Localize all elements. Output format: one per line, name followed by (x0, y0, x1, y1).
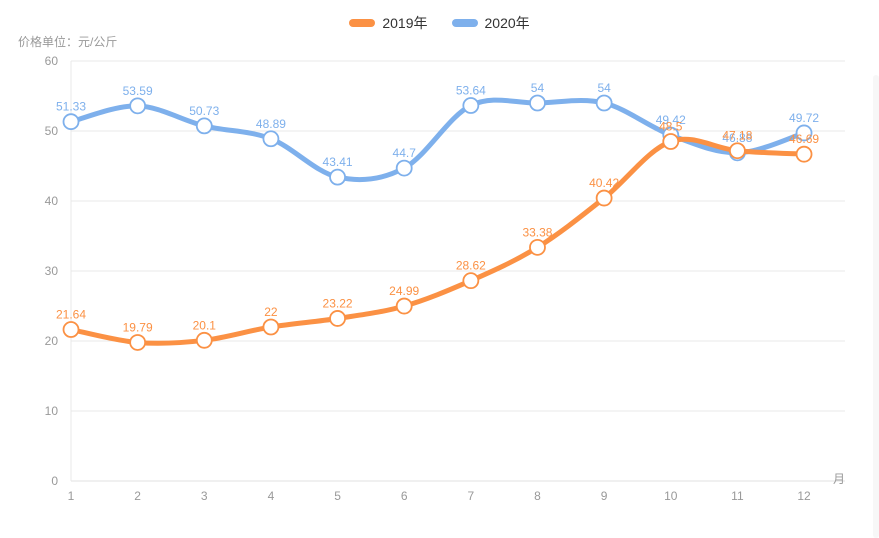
y-tick-label-20: 20 (45, 334, 59, 348)
data-point-2019年-m3 (195, 331, 213, 349)
x-tick-label-9: 9 (601, 489, 608, 503)
data-point-2020年-m6 (395, 159, 413, 177)
data-label-2020年-m7: 53.64 (456, 84, 486, 98)
data-point-2019年-m11 (729, 142, 746, 160)
legend-item-2019[interactable]: 2019年 (349, 13, 428, 33)
data-point-2019年-m9 (595, 189, 613, 207)
legend-label-2019: 2019年 (382, 15, 428, 31)
data-point-2019年-m4 (262, 318, 280, 336)
data-label-2019年-m8: 33.38 (522, 225, 552, 239)
data-point-2019年-m8 (529, 238, 546, 256)
data-point-2020年-m7 (462, 97, 480, 114)
data-label-2020年-m11: 46.88 (722, 131, 752, 145)
y-tick-label-30: 30 (45, 264, 59, 278)
x-tick-label-3: 3 (201, 489, 208, 503)
x-tick-label-6: 6 (401, 489, 408, 503)
x-tick-label-10: 10 (664, 489, 678, 503)
data-label-2019年-m12: 46.69 (789, 132, 819, 146)
data-point-2019年-m5 (329, 310, 346, 327)
data-label-2020年-m5: 43.41 (323, 155, 353, 169)
data-label-2020年-m8: 54 (531, 81, 545, 95)
data-point-2020年-m1 (62, 113, 80, 131)
data-point-2020年-m12 (795, 124, 813, 142)
data-point-2019年-m1 (62, 321, 80, 338)
legend-item-2020[interactable]: 2020年 (451, 13, 530, 33)
data-point-2020年-m4 (262, 130, 280, 148)
data-label-2019年-m9: 40.42 (589, 176, 619, 190)
x-tick-label-1: 1 (68, 489, 75, 503)
data-point-2020年-m9 (595, 94, 613, 112)
data-point-2019年-m2 (129, 334, 147, 351)
data-point-2019年-m7 (462, 272, 480, 290)
chart-legend: 2019年 2020年 (0, 13, 879, 33)
data-label-2020年-m2: 53.59 (123, 84, 153, 98)
series-line-2019年 (68, 136, 807, 346)
data-point-2020年-m2 (129, 97, 147, 115)
data-point-2019年-m6 (395, 297, 413, 315)
y-tick-label-60: 60 (45, 54, 59, 68)
x-tick-label-12: 12 (797, 489, 811, 503)
y-tick-label-50: 50 (45, 124, 59, 138)
x-axis-name: 月 (833, 472, 845, 486)
data-label-2019年-m10: 48.5 (659, 120, 683, 134)
data-label-2019年-m11: 47.18 (722, 129, 752, 143)
data-label-2019年-m2: 19.79 (123, 320, 153, 334)
y-axis-unit-title: 价格单位：元/公斤 (18, 35, 118, 49)
x-tick-label-4: 4 (268, 489, 275, 503)
data-label-2020年-m6: 44.7 (393, 146, 417, 160)
data-label-2019年-m5: 23.22 (323, 296, 353, 310)
y-tick-label-40: 40 (45, 194, 59, 208)
x-tick-label-7: 7 (467, 489, 474, 503)
y-tick-label-10: 10 (45, 404, 59, 418)
x-tick-label-2: 2 (134, 489, 141, 503)
x-tick-label-11: 11 (731, 489, 744, 503)
data-label-2020年-m9: 54 (597, 81, 611, 95)
data-label-2020年-m3: 50.73 (189, 104, 219, 118)
x-tick-label-8: 8 (534, 489, 541, 503)
legend-swatch-2019-icon (349, 19, 376, 27)
data-point-2020年-m5 (329, 168, 346, 186)
data-point-2020年-m3 (195, 117, 213, 135)
data-label-2020年-m4: 48.89 (256, 117, 286, 131)
data-label-2020年-m12: 49.72 (789, 111, 819, 125)
scrollbar-track[interactable] (873, 75, 879, 538)
x-tick-label-5: 5 (334, 489, 341, 503)
data-point-2019年-m12 (795, 145, 813, 163)
data-label-2019年-m7: 28.62 (456, 259, 486, 273)
legend-label-2020: 2020年 (484, 15, 530, 31)
data-point-2019年-m10 (662, 133, 680, 150)
data-label-2019年-m4: 22 (264, 305, 278, 319)
data-label-2019年-m6: 24.99 (389, 284, 419, 298)
legend-swatch-2020-icon (451, 19, 478, 27)
data-point-2020年-m8 (529, 94, 546, 112)
data-label-2019年-m1: 21.64 (56, 308, 86, 322)
y-tick-label-0: 0 (51, 474, 58, 488)
data-label-2019年-m3: 20.1 (193, 318, 217, 332)
data-label-2020年-m1: 51.33 (56, 100, 86, 114)
data-label-2020年-m10: 49.42 (656, 113, 686, 127)
